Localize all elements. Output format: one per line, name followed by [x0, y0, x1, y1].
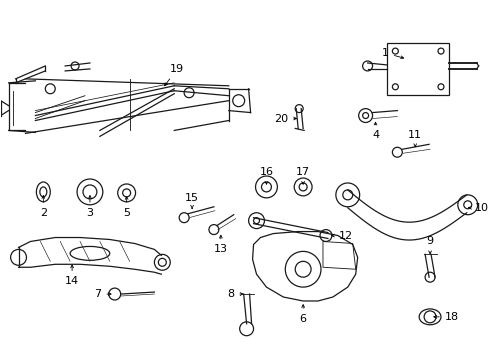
Text: 10: 10: [468, 203, 488, 213]
Text: 5: 5: [123, 197, 130, 218]
Text: 17: 17: [295, 167, 309, 184]
Text: 20: 20: [274, 113, 296, 123]
Text: 8: 8: [227, 289, 243, 299]
Text: 16: 16: [259, 167, 273, 184]
Text: 2: 2: [40, 195, 47, 218]
Text: 18: 18: [433, 312, 458, 322]
Text: 7: 7: [94, 289, 111, 299]
Text: 4: 4: [371, 122, 378, 140]
Text: 19: 19: [164, 64, 184, 86]
Text: 1: 1: [381, 48, 403, 59]
Text: 12: 12: [331, 230, 352, 240]
Text: 6: 6: [299, 305, 306, 324]
Text: 11: 11: [407, 130, 421, 147]
Text: 9: 9: [426, 237, 433, 254]
Text: 14: 14: [65, 265, 79, 286]
Text: 3: 3: [86, 195, 93, 218]
Text: 13: 13: [213, 235, 227, 255]
Text: 15: 15: [184, 193, 199, 208]
